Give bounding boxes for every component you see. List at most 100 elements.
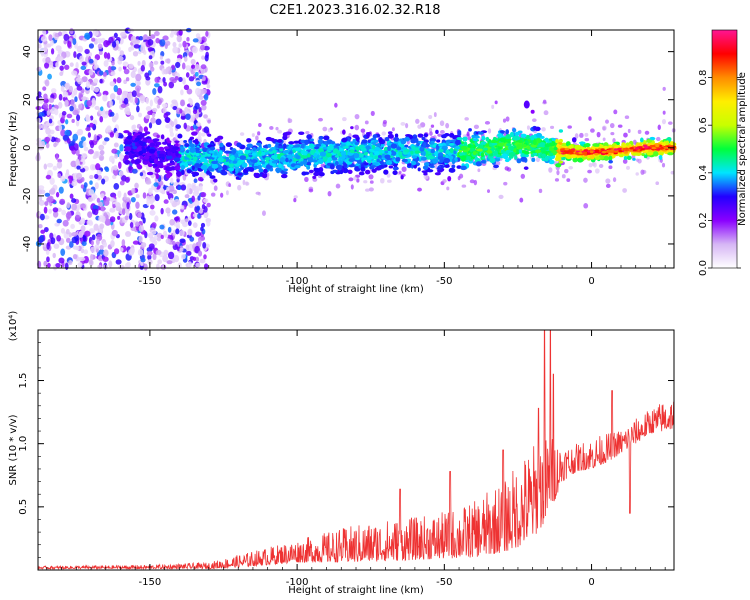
spectrogram-noise-cell	[53, 243, 60, 249]
spectrogram-band-cell	[317, 138, 323, 145]
snr-y-tick-label: 1.0	[18, 436, 29, 452]
spectrogram-noise-cell	[199, 185, 203, 192]
spectrogram-scatter-cell	[519, 197, 524, 203]
spectrogram-noise-cell	[113, 248, 120, 255]
spectrogram-band-cell	[430, 148, 436, 154]
spectrogram-noise-cell	[164, 43, 168, 49]
spectrogram-noise-cell	[175, 61, 181, 69]
spectrogram-noise-cell	[78, 230, 84, 238]
spectrogram-band-cell	[241, 162, 248, 168]
spectrogram-noise-cell	[94, 173, 99, 180]
spectrogram-noise-cell	[79, 55, 84, 63]
spectrogram-band-cell	[427, 155, 435, 160]
spectrogram-scatter-cell	[258, 123, 262, 128]
spectrogram-band-cell	[344, 159, 348, 163]
spectrogram-band-cell	[445, 149, 450, 155]
spectrogram-noise-cell	[93, 87, 100, 93]
spectrogram-band-cell	[448, 142, 455, 146]
spectrogram-noise-cell	[76, 85, 83, 91]
spectrogram-band-cell	[299, 161, 304, 167]
spectrogram-band-cell	[217, 152, 222, 158]
spectrogram-noise-cell	[55, 153, 59, 160]
spectrogram-scatter-cell	[401, 166, 407, 172]
spectrogram-noise-cell	[172, 106, 178, 111]
spectrogram-scatter-cell	[542, 99, 547, 104]
spectrogram-noise-cell	[47, 73, 52, 80]
spectrogram-band-cell	[127, 132, 132, 136]
spectrogram-noise-cell	[138, 112, 143, 118]
spectrogram-band-cell	[414, 137, 419, 144]
spectrogram-noise-cell	[69, 105, 74, 112]
spectrogram-noise-cell	[180, 205, 185, 210]
spectrogram-scatter-cell	[364, 120, 369, 125]
spectrogram-scatter-cell	[428, 114, 433, 120]
spectrogram-noise-cell	[192, 109, 198, 115]
spectrogram-band-cell	[204, 153, 209, 157]
spectrogram-noise-cell	[55, 263, 61, 268]
spectrogram-noise-cell	[125, 262, 130, 269]
spectrogram-band-cell	[189, 143, 195, 148]
spectrogram-cells	[35, 27, 677, 271]
spectrogram-noise-cell	[183, 56, 188, 62]
spectrogram-noise-cell	[188, 97, 192, 103]
spectrogram-scatter-cell	[391, 127, 395, 132]
spectrogram-band-cell	[374, 155, 378, 160]
spectrogram-band-cell	[224, 150, 231, 154]
spectrogram-noise-cell	[88, 189, 95, 196]
spectrogram-noise-cell	[42, 86, 47, 91]
spectrogram-noise-cell	[180, 219, 186, 225]
spectrogram-noise-cell	[110, 66, 117, 71]
spectrogram-band-cell	[472, 138, 478, 142]
colorbar-tick-label: 0.2	[698, 212, 709, 228]
spectrogram-band-cell	[306, 153, 311, 158]
spectrogram-noise-cell	[119, 50, 125, 56]
spectrogram-noise-cell	[109, 111, 115, 117]
spectrogram-band-cell	[184, 143, 190, 148]
spectrogram-scatter-cell	[305, 130, 310, 135]
spectrogram-band-cell	[411, 161, 417, 166]
spectrogram-band-cell	[474, 135, 480, 139]
spectrogram-noise-cell	[96, 37, 103, 44]
spectrogram-band-cell	[608, 155, 613, 162]
spectrogram-noise-cell	[52, 207, 59, 213]
spectrogram-scatter-cell	[473, 124, 479, 129]
spectrogram-band-cell	[146, 171, 154, 176]
spectrogram-noise-cell	[123, 79, 128, 85]
spectrogram-band-cell	[272, 149, 277, 154]
spectrogram-noise-cell	[188, 203, 194, 209]
colorbar-frame	[711, 29, 738, 269]
spectrogram-noise-cell	[83, 182, 88, 188]
spectrogram-noise-cell	[197, 176, 204, 182]
spectrogram-scatter-cell	[239, 132, 245, 136]
spectrogram-noise-cell	[104, 218, 111, 226]
spectrogram-noise-cell	[148, 122, 153, 129]
spectrogram-scatter-cell	[623, 132, 628, 138]
spectrogram-band-cell	[154, 168, 161, 173]
spectrogram-noise-cell	[80, 248, 85, 254]
spectrogram-band-cell	[191, 165, 195, 171]
spectrogram-band-cell	[377, 154, 382, 159]
spectrogram-band-cell	[166, 137, 170, 143]
spectrogram-band-cell	[574, 144, 582, 150]
snr-y-tick-label: 1.5	[18, 373, 29, 389]
spectrogram-band-cell	[378, 137, 383, 143]
spectrogram-noise-cell	[179, 247, 184, 252]
spectrogram-noise-cell	[179, 230, 185, 237]
spectrogram-noise-cell	[50, 88, 57, 94]
spectrogram-scatter-cell	[484, 120, 491, 125]
spectrogram-noise-cell	[92, 204, 99, 210]
spectrogram-noise-cell	[43, 44, 48, 53]
spectrogram-scatter-cell	[380, 177, 385, 184]
spectrogram-noise-cell	[72, 38, 77, 45]
spectrogram-noise-cell	[61, 59, 66, 66]
spectrogram-band-cell	[453, 150, 457, 155]
spectrogram-noise-cell	[89, 180, 93, 185]
spectrogram-band-cell	[400, 175, 404, 180]
snr-plot-area	[38, 330, 674, 570]
spectrogram-band-cell	[228, 163, 236, 168]
spectrogram-noise-cell	[135, 194, 140, 199]
spectrogram-noise-cell	[133, 39, 141, 45]
spectrogram-band-cell	[419, 146, 425, 152]
spectrogram-band-cell	[313, 167, 321, 173]
spectrogram-band-cell	[279, 157, 286, 163]
